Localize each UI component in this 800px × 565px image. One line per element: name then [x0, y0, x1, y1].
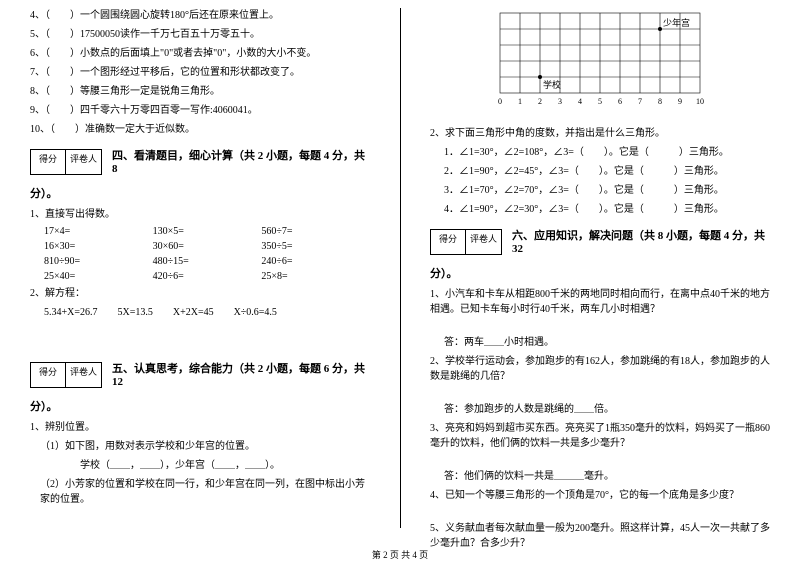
judgment-item: 8、（ ）等腰三角形一定是锐角三角形。: [30, 84, 370, 99]
calc-row: 17×4=130×5=560÷7=: [44, 226, 370, 237]
svg-text:10: 10: [696, 97, 704, 106]
score-box-4: 得分 评卷人: [30, 149, 102, 175]
grid-svg: 学校 少年宫 0 1 2 3 4 5 6 7 8 9 10: [490, 8, 710, 118]
grader-cell: 评卷人: [66, 362, 102, 388]
q4: 4、已知一个等腰三角形的一个顶角是70°，它的每一个底角是多少度？: [430, 488, 770, 503]
a2: 答：参加跑步的人数是跳绳的＿＿倍。: [430, 402, 770, 417]
section-5-title: 五、认真思考，综合能力（共 2 小题，每题 6 分，共 12: [112, 360, 370, 388]
calc-cell: 240÷6=: [261, 256, 370, 267]
triangle-row: 2．∠1=90°，∠2=45°，∠3=（ ）。它是（ ）三角形。: [444, 164, 770, 179]
section-6-title-cont: 分）。: [430, 265, 770, 281]
grader-cell: 评卷人: [66, 149, 102, 175]
triangle-row: 4．∠1=90°，∠2=30°，∠3=（ ）。它是（ ）三角形。: [444, 202, 770, 217]
q5: 5、义务献血者每次献血量一般为200毫升。照这样计算，45人一次一共献了多少毫升…: [430, 521, 770, 551]
svg-text:5: 5: [598, 97, 602, 106]
judgment-item: 5、（ ）17500050读作一千万七百五十万零五十。: [30, 27, 370, 42]
right-column: 学校 少年宫 0 1 2 3 4 5 6 7 8 9 10 2、求下面三角形中角的度数，并指出…: [400, 0, 800, 540]
pos-1a: （1）如下图，用数对表示学校和少年宫的位置。: [40, 439, 370, 454]
score-cell: 得分: [30, 362, 66, 388]
section-4-title: 四、看清题目，细心计算（共 2 小题，每题 4 分，共 8: [112, 147, 370, 175]
judgment-item: 4、（ ）一个圆围绕圆心旋转180°后还在原来位置上。: [30, 8, 370, 23]
calc-2-label: 2、解方程：: [30, 286, 370, 301]
triangle-row: 3．∠1=70°，∠2=70°，∠3=（ ）。它是（ ）三角形。: [444, 183, 770, 198]
svg-text:1: 1: [518, 97, 522, 106]
calc-cell: 30×60=: [153, 241, 262, 252]
judgment-item: 9、（ ）四千零六十万零四百零一写作:4060041。: [30, 103, 370, 118]
judgment-item: 6、（ ）小数点的后面填上"0"或者去掉"0"，小数的大小不变。: [30, 46, 370, 61]
svg-text:9: 9: [678, 97, 682, 106]
svg-text:0: 0: [498, 97, 502, 106]
score-cell: 得分: [430, 229, 466, 255]
triangle-row: 1．∠1=30°，∠2=108°，∠3=（ ）。它是（ ）三角形。: [444, 145, 770, 160]
judgment-item: 7、（ ）一个图形经过平移后，它的位置和形状都改变了。: [30, 65, 370, 80]
score-cell: 得分: [30, 149, 66, 175]
calc-cell: 25×8=: [261, 271, 370, 282]
grader-cell: 评卷人: [466, 229, 502, 255]
calc-1-label: 1、直接写出得数。: [30, 207, 370, 222]
column-divider: [400, 8, 401, 528]
calc-cell: 350÷5=: [261, 241, 370, 252]
pos-1: 1、辨别位置。: [30, 420, 370, 435]
q2: 2、学校举行运动会，参加跑步的有162人，参加跳绳的有18人，参加跑步的人数是跳…: [430, 354, 770, 384]
a3: 答：他们俩的饮料一共是＿＿＿毫升。: [430, 469, 770, 484]
q1: 1、小汽车和卡车从相距800千米的两地同时相向而行，在离中点40千米的地方相遇。…: [430, 287, 770, 317]
pos-1c: （2）小芳家的位置和学校在同一行，和少年宫在同一列，在图中标出小芳家的位置。: [40, 477, 370, 507]
judgment-item: 10、（ ）准确数一定大于近似数。: [30, 122, 370, 137]
pos-1b: 学校（＿＿，＿＿），少年宫（＿＿，＿＿）。: [80, 458, 370, 473]
calc-row: 810÷90=480÷15=240÷6=: [44, 256, 370, 267]
calc-row: 25×40=420÷6=25×8=: [44, 271, 370, 282]
calc-cell: 25×40=: [44, 271, 153, 282]
section-6-title: 六、应用知识，解决问题（共 8 小题，每题 4 分，共 32: [512, 227, 770, 255]
svg-text:8: 8: [658, 97, 662, 106]
score-box-6: 得分 评卷人: [430, 229, 502, 255]
calc-cell: 17×4=: [44, 226, 153, 237]
page-footer: 第 2 页 共 4 页: [0, 548, 800, 561]
svg-text:7: 7: [638, 97, 642, 106]
section-5-title-cont: 分）。: [30, 398, 370, 414]
svg-text:2: 2: [538, 97, 542, 106]
calc-cell: 480÷15=: [153, 256, 262, 267]
q3: 3、亮亮和妈妈到超市买东西。亮亮买了1瓶350毫升的饮料，妈妈买了一瓶860毫升…: [430, 421, 770, 451]
calc-cell: 420÷6=: [153, 271, 262, 282]
equations: 5.34+X=26.7 5X=13.5 X+2X=45 X÷0.6=4.5: [30, 305, 370, 320]
calc-cell: 130×5=: [153, 226, 262, 237]
calc-cell: 560÷7=: [261, 226, 370, 237]
a1: 答：两车＿＿小时相遇。: [430, 335, 770, 350]
svg-text:3: 3: [558, 97, 562, 106]
score-box-5: 得分 评卷人: [30, 362, 102, 388]
tri-label: 2、求下面三角形中角的度数，并指出是什么三角形。: [430, 126, 770, 141]
svg-text:6: 6: [618, 97, 622, 106]
calc-row: 16×30=30×60=350÷5=: [44, 241, 370, 252]
calc-rows: 17×4=130×5=560÷7= 16×30=30×60=350÷5= 810÷9…: [30, 226, 370, 282]
section-4-title-cont: 分）。: [30, 185, 370, 201]
grid-chart: 学校 少年宫 0 1 2 3 4 5 6 7 8 9 10: [490, 8, 770, 118]
school-label: 学校: [543, 79, 561, 90]
svg-text:4: 4: [578, 97, 582, 106]
calc-cell: 16×30=: [44, 241, 153, 252]
left-column: 4、（ ）一个圆围绕圆心旋转180°后还在原来位置上。 5、（ ）17500050…: [0, 0, 400, 540]
youth-label: 少年宫: [663, 17, 690, 28]
calc-cell: 810÷90=: [44, 256, 153, 267]
